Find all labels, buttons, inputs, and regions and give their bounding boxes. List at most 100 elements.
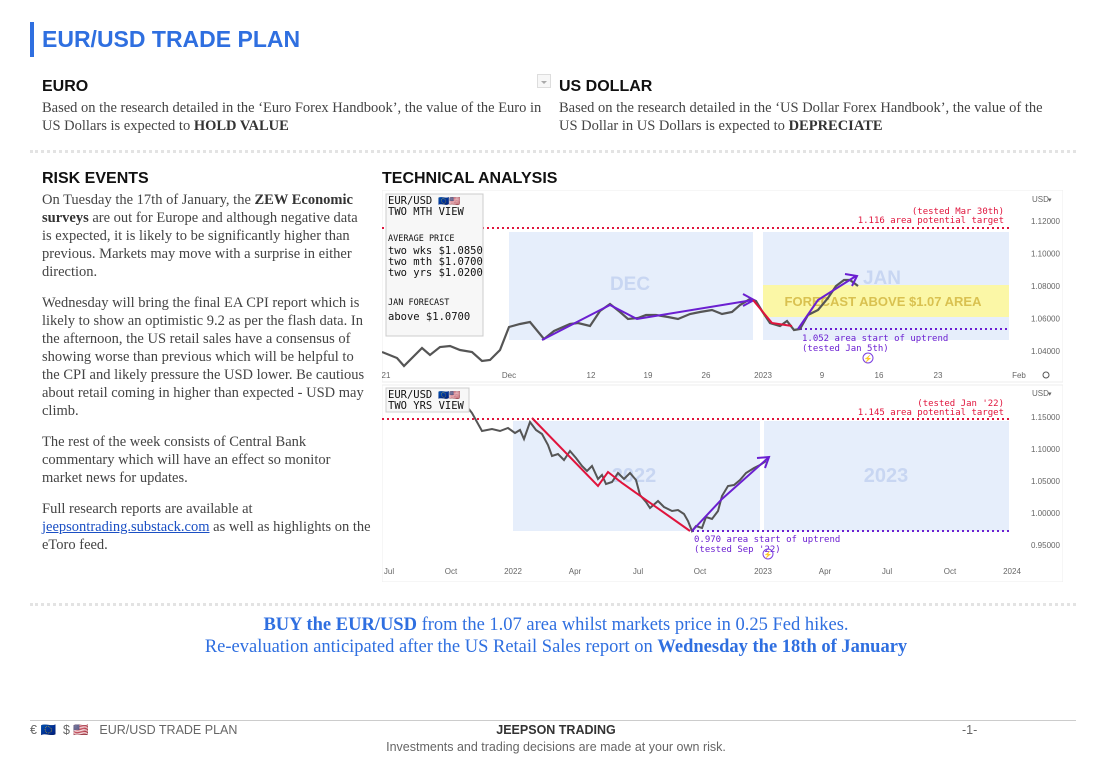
bottom-view-label: TWO YRS VIEW [388, 400, 465, 412]
top-info-box [385, 193, 484, 337]
bottom-target-label: 1.145 area potential target [858, 408, 1004, 418]
bottom-target-note: (tested Jan '22) [917, 399, 1004, 409]
footer-brand: JEEPSON TRADING [496, 723, 616, 737]
top-x-axis: 21 Dec 12 19 26 2023 9 16 23 Feb [382, 371, 1027, 380]
bottom-y-tick: 1.15000 [1031, 413, 1060, 422]
bottom-x-tick: 2024 [1003, 567, 1021, 576]
top-event-icon-glyph: ⚡ [864, 354, 873, 363]
top-period-left: DEC [610, 274, 650, 295]
bottom-x-tick: 2022 [504, 567, 522, 576]
bottom-period-right: 2023 [864, 465, 909, 487]
bottom-support-label: 0.970 area start of uptrend [694, 535, 840, 545]
usd-heading: US DOLLAR [559, 78, 653, 95]
risk-paragraph-4: Full research reports are available at j… [42, 501, 371, 553]
top-flags: 🇪🇺🇺🇸 [438, 196, 460, 206]
top-x-tick: 2023 [754, 371, 772, 380]
top-target-note: (tested Mar 30th) [912, 207, 1004, 217]
top-x-tick: Dec [502, 371, 516, 380]
bottom-event-icon [762, 548, 774, 560]
top-support-note: (tested Jan 5th) [802, 344, 889, 354]
top-currency: USD [1032, 195, 1049, 204]
bottom-x-axis: Jul Oct 2022 Apr Jul Oct 2023 Apr Jul Oct 2024 [384, 567, 1022, 576]
bottom-y-tick: 0.95000 [1031, 541, 1060, 550]
bottom-2022-shade [513, 421, 760, 531]
top-pullback-line [752, 299, 793, 327]
top-currency-chevron-icon[interactable]: ▾ [1048, 197, 1052, 204]
top-avg-1: two wks $1.0850 [388, 245, 483, 257]
top-price-line [381, 278, 859, 368]
research-link[interactable]: jeepsontrading.substack.com [42, 519, 210, 535]
top-x-tick: 9 [820, 371, 825, 380]
bottom-x-tick: Apr [819, 567, 832, 576]
settings-icon[interactable] [1042, 371, 1050, 379]
bottom-x-tick: Jul [633, 567, 643, 576]
top-fc-label: JAN FORECAST [388, 298, 449, 308]
bottom-support-note: (tested Sep '22) [694, 545, 781, 555]
page-number: -1- [962, 723, 978, 737]
top-x-tick: 23 [934, 371, 943, 380]
top-y-tick: 1.08000 [1031, 282, 1060, 291]
risk-paragraph-2: Wednesday will bring the final EA CPI re… [42, 295, 365, 419]
bottom-x-tick: Oct [694, 567, 707, 576]
bottom-x-tick: 2023 [754, 567, 772, 576]
top-pair: EUR/USD [388, 195, 432, 207]
bottom-2023-shade [764, 421, 1009, 531]
top-support-label: 1.052 area start of uptrend [802, 334, 948, 344]
top-x-tick: 12 [587, 371, 596, 380]
bottom-x-tick: Oct [944, 567, 957, 576]
divider [30, 150, 1076, 153]
divider [30, 603, 1076, 606]
footer-disclaimer: Investments and trading decisions are ma… [386, 740, 726, 754]
top-x-tick: 21 [382, 371, 391, 380]
top-target-label: 1.116 area potential target [858, 216, 1004, 226]
bottom-currency-chevron-icon[interactable]: ▾ [1048, 391, 1052, 398]
top-dec-shade [509, 232, 753, 340]
bottom-event-icon-glyph: ⚡ [764, 550, 773, 559]
top-x-tick: Feb [1012, 371, 1026, 380]
euro-heading: EURO [42, 78, 89, 95]
top-x-tick: 19 [644, 371, 653, 380]
usd-paragraph: Based on the research detailed in the ‘U… [559, 100, 1043, 134]
cta-line-2: Re-evaluation anticipated after the US R… [204, 637, 908, 657]
risk-paragraph-1: On Tuesday the 17th of January, the ZEW … [42, 192, 358, 280]
cta-line-1: BUY the EUR/USD from the 1.07 area whils… [263, 615, 849, 635]
footer-left: € 🇪🇺 $ 🇺🇸 EUR/USD TRADE PLAN [30, 723, 237, 738]
bottom-y-tick: 1.00000 [1031, 509, 1060, 518]
forecast-banner-bg [763, 285, 1009, 317]
top-y-axis: 1.12000 1.10000 1.08000 1.06000 1.04000 [1031, 217, 1060, 356]
top-view-label: TWO MTH VIEW [388, 206, 465, 218]
risk-heading: RISK EVENTS [42, 170, 149, 187]
euro-symbol: € [30, 723, 37, 737]
top-event-icon [862, 352, 874, 364]
top-uptrend-arrowhead [844, 273, 859, 287]
top-fc-value: above $1.0700 [388, 311, 470, 323]
footer-doc-title: EUR/USD TRADE PLAN [99, 723, 238, 737]
bottom-uptrend-arrow [691, 457, 769, 532]
bottom-y-axis: 1.15000 1.10000 1.05000 1.00000 0.95000 [1031, 413, 1060, 550]
bottom-uptrend-arrowhead [756, 455, 771, 469]
top-avg-3: two yrs $1.0200 [388, 267, 483, 279]
bottom-currency: USD [1032, 389, 1049, 398]
top-avg-label: AVERAGE PRICE [388, 234, 455, 244]
bottom-x-tick: Jul [384, 567, 394, 576]
forecast-banner: FORECAST ABOVE $1.07 AREA [785, 294, 983, 309]
chevron-down-icon[interactable] [537, 74, 551, 88]
us-flag-icon: 🇺🇸 [73, 723, 89, 737]
bottom-x-tick: Jul [882, 567, 892, 576]
top-x-tick: 16 [875, 371, 884, 380]
top-y-tick: 1.06000 [1031, 315, 1060, 324]
euro-paragraph: Based on the research detailed in the ‘E… [42, 100, 542, 134]
bottom-downtrend-line [531, 417, 691, 532]
bottom-price-line [461, 399, 767, 533]
top-avg-2: two mth $1.0700 [388, 256, 483, 268]
ta-heading: TECHNICAL ANALYSIS [382, 170, 558, 187]
footer-divider [30, 720, 1076, 721]
top-trend-arrow [541, 299, 754, 341]
risk-paragraph-3: The rest of the week consists of Central… [42, 434, 331, 486]
page-title: EUR/USD TRADE PLAN [42, 26, 301, 52]
top-x-tick: 26 [702, 371, 711, 380]
top-y-tick: 1.04000 [1031, 347, 1060, 356]
eu-flag-icon: 🇪🇺 [40, 723, 57, 737]
bottom-period-left: 2022 [612, 465, 657, 487]
top-y-tick: 1.10000 [1031, 250, 1060, 259]
